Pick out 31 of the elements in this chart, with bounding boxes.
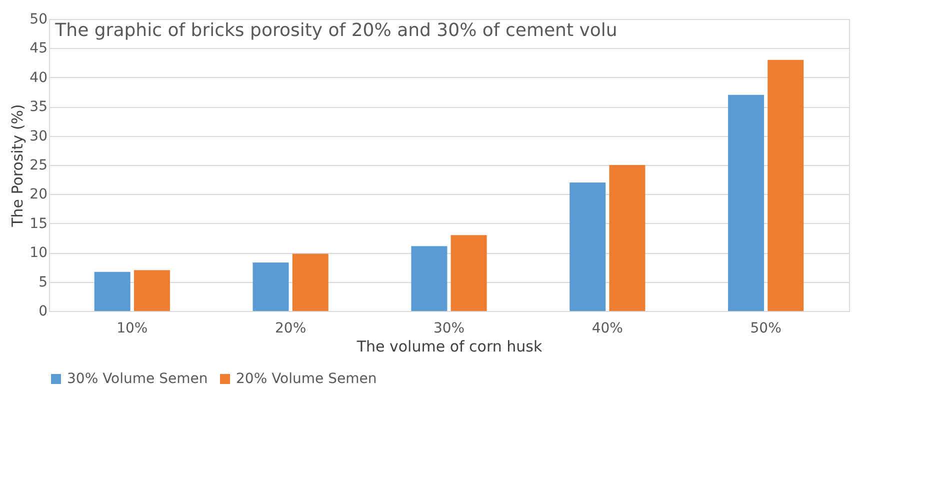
x-tick-label: 10% [116,320,148,336]
x-tick-label: 40% [592,320,623,336]
y-tick-label: 10 [30,245,48,262]
x-axis-title: The volume of corn husk [356,338,542,356]
y-tick-label: 45 [30,40,48,57]
y-tick-label: 30 [30,128,48,144]
y-tick-label: 50 [30,12,48,28]
x-tick-label: 30% [433,320,465,336]
x-tick-label: 20% [275,320,306,336]
y-tick-label: 25 [30,158,48,174]
bar [450,235,487,311]
y-tick-label: 5 [38,274,48,290]
bar [252,262,289,311]
y-tick-label: 40 [30,70,48,86]
y-tick-label: 0 [38,304,48,320]
bar [728,94,764,311]
y-tick-label: 35 [30,99,48,116]
bar [609,165,646,311]
y-axis-title: The Porosity (%) [8,104,27,228]
y-tick-label: 20 [30,186,48,203]
bar [134,270,170,311]
x-tick-label: 50% [750,320,782,336]
bar [94,272,130,311]
legend-label: 20% Volume Semen [236,371,377,387]
legend-label: 30% Volume Semen [67,371,208,387]
bar [570,182,606,311]
chart-title: The graphic of bricks porosity of 20% and 30% of cement volu [54,20,618,41]
bar [292,254,328,311]
bar [768,60,804,311]
y-tick-label: 15 [30,216,48,232]
bar [411,246,448,311]
